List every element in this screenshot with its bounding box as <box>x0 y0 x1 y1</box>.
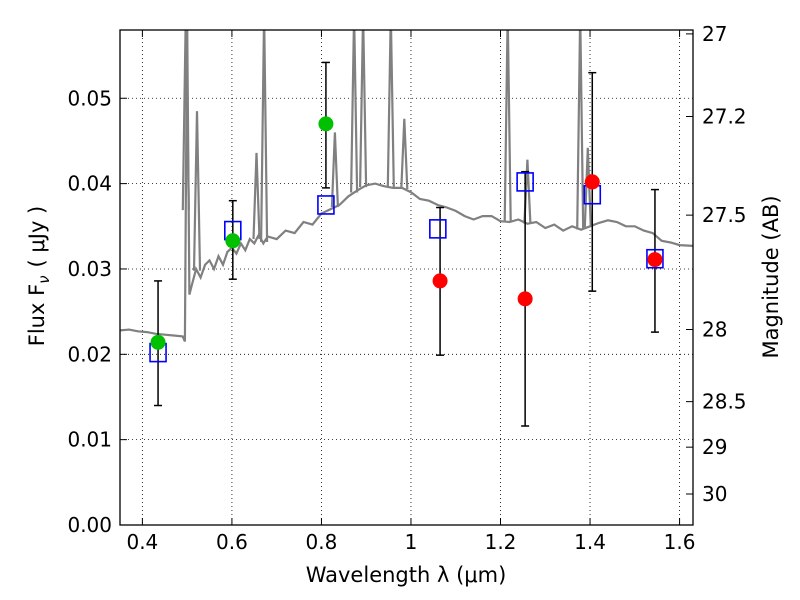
observed-points-layer <box>150 116 663 350</box>
model-photometry-square <box>429 219 447 239</box>
y-axis-label-unit: ( μJy ) <box>25 206 49 268</box>
y2-tick-label: 27.2 <box>702 105 747 129</box>
model-spectrum-layer <box>120 30 693 342</box>
svg-text:Flux Fν( μJy ): Flux Fν ( μJy ) <box>25 206 53 347</box>
plot-frame <box>119 29 694 526</box>
emission-line-spike <box>359 30 368 188</box>
x-tick-label: 0.8 <box>306 530 338 554</box>
observed-point-green <box>318 116 334 132</box>
emission-line-spike <box>386 30 395 188</box>
y-tick-label: 0.00 <box>67 513 112 537</box>
x-tick-label: 0.6 <box>216 530 248 554</box>
model-photometry-square <box>317 195 335 215</box>
emission-line-spike <box>583 147 592 228</box>
emission-line-spike <box>252 152 261 240</box>
observed-point-red <box>647 252 663 268</box>
y-tick-label: 0.05 <box>67 86 112 110</box>
emission-line-spike <box>400 118 409 190</box>
x-tick-label: 1.2 <box>485 530 517 554</box>
model-photometry-square <box>646 248 664 269</box>
y2-tick-label: 30 <box>702 482 727 506</box>
y-axis-label: Flux Fν ( μJy ) <box>25 206 53 347</box>
y2-tick-label: 28 <box>702 317 727 341</box>
y-tick-label: 0.04 <box>67 172 112 196</box>
axes-frame <box>119 29 694 526</box>
observed-point-green <box>150 334 166 350</box>
observed-point-red <box>432 273 448 289</box>
emission-line-spike <box>503 30 512 222</box>
y-axis-label-subscript: ν <box>35 275 53 283</box>
y-tick-label: 0.03 <box>67 257 112 281</box>
observed-point-red <box>584 174 600 190</box>
y2-tick-label: 28.5 <box>702 390 747 414</box>
y2-tick-label: 29 <box>702 435 727 459</box>
observed-point-red <box>517 291 533 307</box>
y-tick-label: 0.01 <box>67 428 112 452</box>
emission-line-spike <box>181 30 190 211</box>
y2-axis-label: Magnitude (AB) <box>759 195 783 358</box>
x-axis-label: Wavelength λ (μm) <box>306 563 507 587</box>
y-axis-label-main: Flux F <box>25 284 49 346</box>
model-photometry-square <box>516 172 534 192</box>
emission-line-spike <box>192 111 202 271</box>
emission-line-spike <box>350 30 359 193</box>
emission-line-spike <box>576 30 585 230</box>
x-tick-label: 1.4 <box>574 530 606 554</box>
x-tick-label: 1 <box>405 530 418 554</box>
emission-line-spike <box>330 132 339 208</box>
x-tick-label: 1.6 <box>664 530 696 554</box>
emission-line-spike <box>260 30 269 243</box>
y2-tick-label: 27 <box>702 22 727 46</box>
y-tick-label: 0.02 <box>67 342 112 366</box>
y2-tick-label: 27.5 <box>702 203 747 227</box>
grid <box>120 30 693 526</box>
x-tick-label: 0.4 <box>126 530 158 554</box>
ticks-layer: 0.4 0.6 0.8 1 1.2 1.4 1.6 0.00 0.01 0.02 0.03 0.04 0… <box>67 22 746 554</box>
observed-point-green <box>225 233 241 249</box>
